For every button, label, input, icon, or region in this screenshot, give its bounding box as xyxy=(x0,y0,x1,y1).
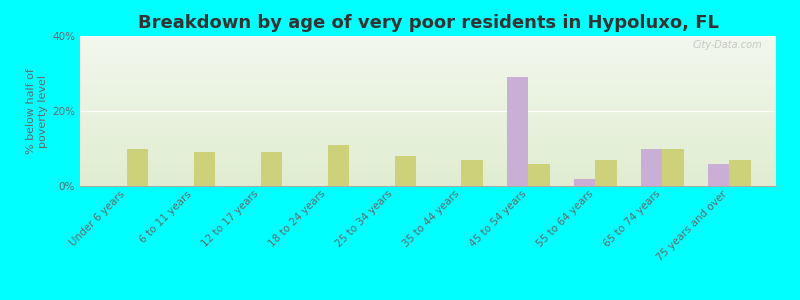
Text: City-Data.com: City-Data.com xyxy=(693,40,762,50)
Bar xyxy=(641,148,662,186)
Bar xyxy=(595,160,617,186)
Bar xyxy=(261,152,282,186)
Bar xyxy=(328,145,349,186)
Bar xyxy=(194,152,215,186)
Bar xyxy=(729,160,750,186)
Bar xyxy=(394,156,416,186)
Bar xyxy=(507,77,528,186)
Bar xyxy=(528,164,550,186)
Title: Breakdown by age of very poor residents in Hypoluxo, FL: Breakdown by age of very poor residents … xyxy=(138,14,718,32)
Bar xyxy=(574,178,595,186)
Bar xyxy=(662,148,684,186)
Bar xyxy=(708,164,729,186)
Y-axis label: % below half of
poverty level: % below half of poverty level xyxy=(26,68,48,154)
Bar xyxy=(127,148,148,186)
Bar xyxy=(462,160,483,186)
